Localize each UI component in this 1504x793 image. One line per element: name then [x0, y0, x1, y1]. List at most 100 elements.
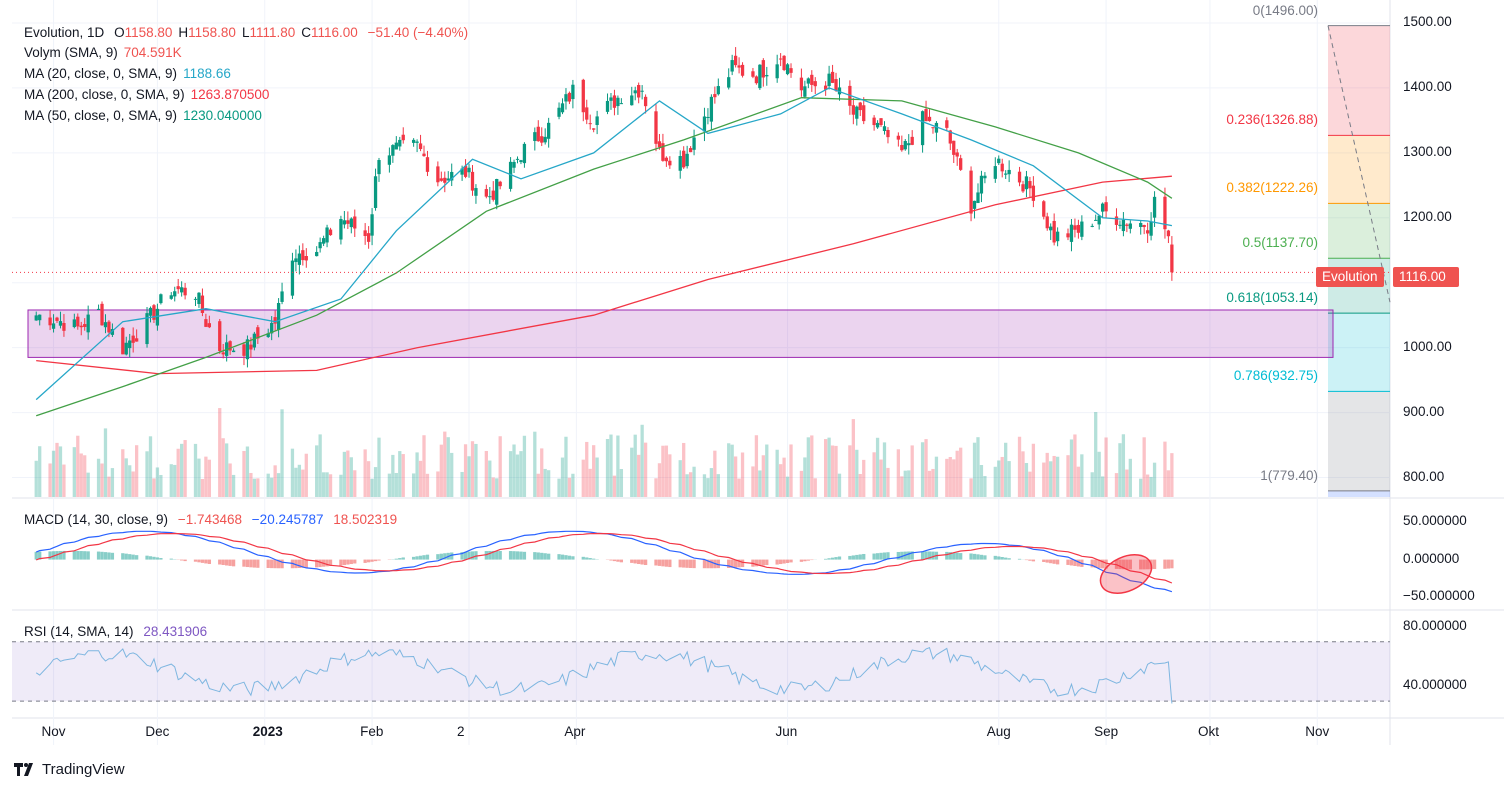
macd-histogram-bar — [581, 556, 585, 560]
rsi-legend: RSI (14, SMA, 14) 28.431906 — [24, 622, 207, 642]
candle-body — [560, 103, 565, 113]
candle-body — [436, 166, 440, 183]
volume-bar — [231, 474, 236, 497]
macd-histogram-bar — [124, 553, 128, 560]
volume-bar — [619, 469, 624, 497]
macd-histogram-bar — [474, 551, 478, 560]
candle-body — [1069, 224, 1074, 242]
volume-bar — [467, 456, 471, 497]
macd-histogram-bar — [1166, 559, 1171, 569]
volume-bar — [609, 434, 613, 497]
volume-bar — [38, 446, 42, 497]
macd-signal-value: 18.502319 — [333, 512, 398, 527]
macd-histogram-bar — [834, 557, 838, 560]
candle-body — [463, 165, 468, 177]
volume-bar — [806, 437, 810, 497]
macd-histogram-bar — [716, 559, 720, 569]
candle-body — [1066, 233, 1070, 238]
volume-bar — [270, 477, 274, 497]
candle-body — [668, 160, 672, 166]
macd-histogram-bar — [1045, 559, 1049, 563]
macd-histogram-bar — [758, 559, 762, 566]
macd-histogram-bar — [152, 556, 156, 560]
symbol-label: Evolution, 1D — [24, 25, 105, 40]
macd-histogram-bar — [342, 559, 347, 566]
candle-body — [100, 303, 104, 326]
candle-body — [221, 352, 225, 355]
macd-histogram-bar — [207, 559, 211, 564]
candle-body — [86, 314, 90, 333]
volume-bar — [1042, 462, 1046, 497]
candle-body — [571, 84, 575, 100]
volume-bar — [460, 471, 464, 497]
volume-bar — [387, 473, 392, 497]
macd-histogram-bar — [945, 551, 949, 560]
volume-bar — [848, 445, 852, 497]
candle-body — [823, 85, 828, 90]
candle-body — [508, 161, 513, 189]
candle-body — [609, 97, 613, 101]
volume-bar — [155, 467, 160, 497]
macd-histogram-bar — [72, 550, 76, 560]
macd-histogram-bar — [1139, 559, 1143, 570]
macd-histogram-bar — [1152, 559, 1157, 570]
macd-histogram-bar — [882, 552, 887, 560]
volume-bar — [252, 478, 257, 497]
rsi-axis-tick: 40.000000 — [1403, 677, 1467, 693]
macd-histogram-bar — [858, 554, 862, 560]
candle-body — [515, 158, 520, 160]
volume-bar — [1076, 466, 1081, 497]
candle-body — [443, 177, 447, 183]
candle-body — [411, 139, 416, 143]
volume-bar — [633, 434, 637, 497]
candle-body — [387, 155, 392, 165]
candle-body — [1076, 224, 1081, 233]
macd-histogram-bar — [588, 558, 592, 560]
candle-body — [96, 308, 101, 310]
candle-body — [775, 64, 779, 79]
candle-body — [370, 214, 374, 236]
macd-histogram-bar — [727, 559, 731, 568]
macd-histogram-bar — [1024, 559, 1029, 561]
volume-bar — [830, 445, 835, 497]
candle-body — [34, 315, 38, 321]
volume-bar — [969, 478, 973, 497]
macd-histogram-bar — [148, 556, 153, 560]
volume-bar — [678, 460, 682, 497]
macd-histogram-bar — [709, 559, 714, 569]
volume-bar — [197, 458, 201, 497]
macd-histogram-bar — [96, 551, 101, 560]
candle-body — [969, 170, 973, 214]
macd-histogram-bar — [297, 559, 302, 568]
volume-bar — [1100, 476, 1105, 497]
tradingview-logo[interactable]: TradingView — [14, 761, 125, 778]
candle-body — [997, 158, 1001, 164]
macd-histogram-bar — [377, 559, 381, 561]
macd-histogram-bar — [1097, 559, 1101, 569]
volume-bar — [837, 473, 842, 497]
indicator-name: Volym (SMA, 9) — [24, 45, 118, 60]
candle-body — [58, 321, 63, 326]
indicator-name: MA (20, close, 0, SMA, 9) — [24, 66, 178, 81]
volume-bar — [1090, 472, 1094, 497]
macd-histogram-bar — [411, 556, 416, 560]
macd-line-value: −20.245787 — [251, 512, 324, 527]
macd-axis-tick: 50.000000 — [1403, 513, 1467, 529]
volume-bar — [560, 457, 565, 497]
macd-histogram-bar — [169, 558, 173, 560]
candle-body — [778, 58, 783, 60]
volume-bar — [799, 470, 804, 497]
candle-body — [630, 95, 634, 106]
macd-histogram-bar — [100, 551, 104, 560]
macd-histogram-bar — [657, 559, 662, 566]
candle-body — [1149, 221, 1153, 236]
macd-histogram-bar — [145, 555, 149, 560]
candle-body — [110, 328, 115, 335]
macd-histogram-bar — [806, 559, 810, 561]
volume-bar — [737, 478, 741, 497]
candle-body — [1152, 196, 1157, 218]
volume-bar — [1145, 474, 1150, 497]
candle-body — [945, 120, 949, 128]
volume-bar — [751, 466, 755, 497]
